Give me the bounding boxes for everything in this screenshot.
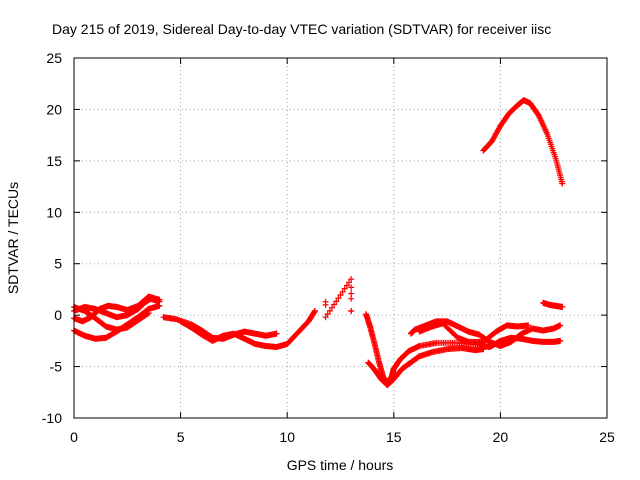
data-point <box>324 311 331 318</box>
y-tick-label: -10 <box>42 410 62 426</box>
data-point <box>348 295 355 302</box>
data-point <box>273 330 280 337</box>
data-point <box>328 304 335 311</box>
data-point <box>326 307 333 314</box>
data-point <box>559 180 566 187</box>
data-point <box>341 285 348 292</box>
data-point <box>525 322 532 329</box>
data-point <box>331 301 338 308</box>
y-tick-label: -5 <box>50 359 63 375</box>
x-tick-label: 20 <box>493 429 509 445</box>
data-point <box>311 308 318 315</box>
x-tick-label: 5 <box>177 429 185 445</box>
y-tick-label: 25 <box>46 50 62 66</box>
series-track-d <box>71 293 163 325</box>
x-tick-label: 25 <box>599 429 615 445</box>
data-point <box>346 279 353 286</box>
plot-frame <box>73 57 608 419</box>
x-tick-label: 10 <box>279 429 295 445</box>
chart-title: Day 215 of 2019, Sidereal Day-to-day VTE… <box>52 21 551 37</box>
data-point <box>348 290 355 297</box>
data-point <box>480 346 487 353</box>
data-points <box>71 97 566 389</box>
data-point <box>144 310 151 317</box>
data-point <box>333 298 340 305</box>
tick-labels: 0 5 10 15 20 25 -10 -5 0 5 10 15 20 25 <box>42 50 615 445</box>
data-point <box>322 314 329 321</box>
series-track-m <box>480 97 566 187</box>
y-axis-label: SDTVAR / TECUs <box>5 182 21 294</box>
series-track-f <box>177 308 318 351</box>
data-point <box>348 284 355 291</box>
x-tick-label: 15 <box>386 429 402 445</box>
y-tick-label: 5 <box>54 256 62 272</box>
y-tick-label: 10 <box>46 204 62 220</box>
data-point <box>557 337 564 344</box>
y-tick-label: 20 <box>46 101 62 117</box>
series-track-i <box>365 345 487 389</box>
x-axis-label: GPS time / hours <box>287 457 394 473</box>
data-point <box>322 301 329 308</box>
data-point <box>156 296 163 303</box>
series-track-k <box>416 320 532 345</box>
y-tick-label: 15 <box>46 153 62 169</box>
data-point <box>343 282 350 289</box>
data-point <box>337 292 344 298</box>
data-point <box>145 310 152 317</box>
data-point <box>348 276 355 283</box>
data-point <box>339 288 346 295</box>
series-track-l <box>540 299 566 310</box>
series-track-g <box>322 276 355 321</box>
data-point <box>335 295 342 302</box>
axis-ticks <box>73 57 608 419</box>
y-tick-label: 0 <box>54 307 62 323</box>
data-point <box>559 303 566 310</box>
series-track-h <box>363 311 564 387</box>
data-point <box>557 322 564 329</box>
grid <box>74 58 607 418</box>
data-point <box>348 308 355 315</box>
x-tick-label: 0 <box>70 429 78 445</box>
